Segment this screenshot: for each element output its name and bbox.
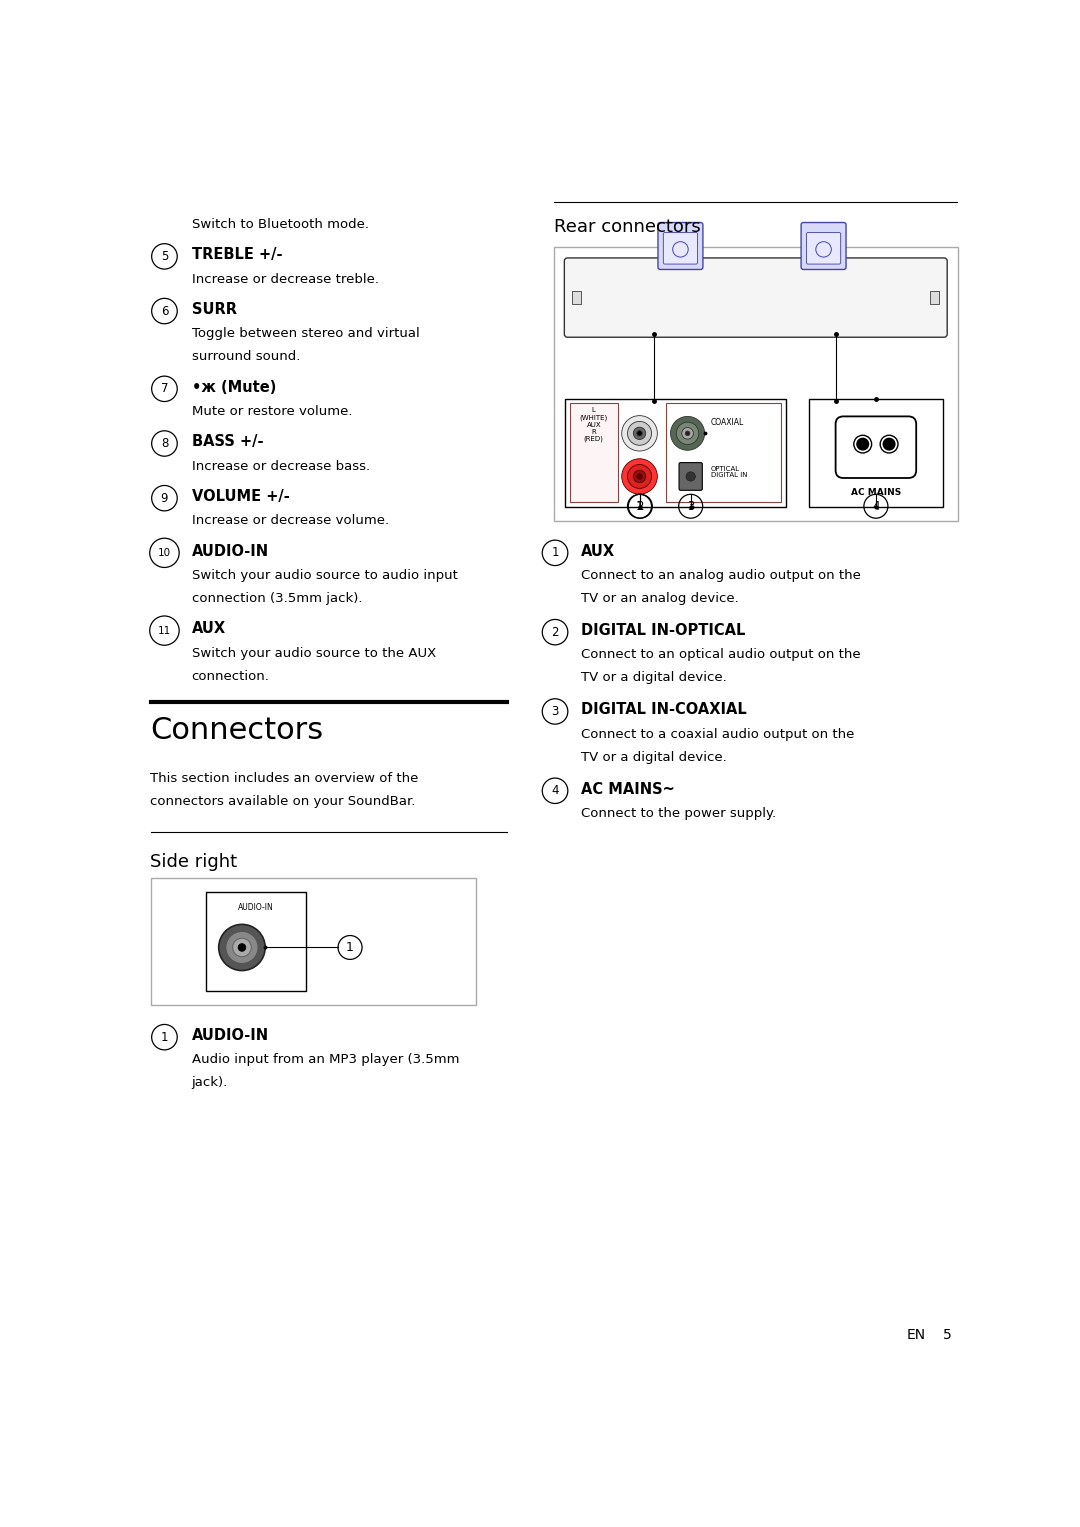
Text: Switch to Bluetooth mode.: Switch to Bluetooth mode. [191, 218, 368, 231]
Text: VOLUME +/-: VOLUME +/- [191, 489, 289, 504]
Text: 1: 1 [161, 1031, 168, 1043]
Text: AUX: AUX [581, 544, 616, 559]
FancyBboxPatch shape [663, 232, 698, 264]
FancyBboxPatch shape [565, 258, 947, 337]
Text: Audio input from an MP3 player (3.5mm: Audio input from an MP3 player (3.5mm [191, 1054, 459, 1066]
Text: Mute or restore volume.: Mute or restore volume. [191, 405, 352, 418]
Text: BASS +/-: BASS +/- [191, 434, 264, 449]
Text: TREBLE +/-: TREBLE +/- [191, 247, 282, 263]
Text: Increase or decrease bass.: Increase or decrease bass. [191, 460, 369, 473]
Text: Increase or decrease volume.: Increase or decrease volume. [191, 515, 389, 527]
Text: 1: 1 [551, 547, 558, 559]
Text: Switch your audio source to the AUX: Switch your audio source to the AUX [191, 647, 436, 660]
Text: 2: 2 [636, 499, 644, 513]
Text: TV or a digital device.: TV or a digital device. [581, 672, 727, 684]
Text: TV or an analog device.: TV or an analog device. [581, 592, 739, 605]
Text: EN: EN [906, 1328, 926, 1342]
Circle shape [671, 417, 704, 450]
Circle shape [883, 438, 895, 450]
Text: L
(WHITE)
AUX
R
(RED): L (WHITE) AUX R (RED) [580, 408, 608, 443]
Text: surround sound.: surround sound. [191, 350, 300, 363]
Circle shape [681, 428, 693, 440]
Text: 3: 3 [552, 705, 558, 718]
Circle shape [676, 421, 699, 444]
Text: 7: 7 [161, 382, 168, 395]
Bar [554, 247, 958, 521]
FancyBboxPatch shape [658, 223, 703, 269]
Text: AUDIO-IN: AUDIO-IN [191, 1028, 269, 1043]
Text: DIGITAL IN-OPTICAL: DIGITAL IN-OPTICAL [581, 623, 746, 638]
FancyBboxPatch shape [836, 417, 916, 478]
Circle shape [685, 431, 690, 435]
Text: AC MAINS~: AC MAINS~ [581, 782, 675, 797]
Circle shape [686, 472, 696, 481]
Circle shape [637, 473, 643, 479]
Text: 3: 3 [687, 499, 694, 513]
Text: Increase or decrease treble.: Increase or decrease treble. [191, 272, 379, 286]
Text: Connect to an optical audio output on the: Connect to an optical audio output on th… [581, 649, 861, 661]
Text: 1: 1 [346, 941, 354, 954]
Circle shape [627, 464, 651, 489]
Text: 4: 4 [551, 785, 558, 797]
Text: TV or a digital device.: TV or a digital device. [581, 751, 727, 764]
Text: Connectors: Connectors [150, 716, 324, 745]
Circle shape [622, 458, 658, 495]
Circle shape [637, 431, 643, 437]
Text: 2: 2 [551, 626, 558, 638]
Circle shape [854, 435, 872, 454]
Text: AUX: AUX [191, 621, 226, 637]
Text: AUDIO-IN: AUDIO-IN [191, 544, 269, 559]
Circle shape [622, 415, 658, 450]
Text: AC MAINS: AC MAINS [851, 487, 901, 496]
Circle shape [627, 421, 651, 446]
Text: DIGITAL IN-COAXIAL: DIGITAL IN-COAXIAL [581, 702, 747, 718]
Circle shape [880, 435, 897, 454]
Bar [572, 292, 581, 304]
Circle shape [633, 470, 646, 483]
Text: connection.: connection. [191, 670, 269, 683]
Bar [206, 892, 306, 991]
Circle shape [633, 428, 646, 440]
Bar [570, 403, 618, 502]
Circle shape [232, 938, 252, 957]
FancyBboxPatch shape [801, 223, 846, 269]
Text: jack).: jack). [191, 1077, 228, 1089]
Text: 1: 1 [636, 499, 644, 513]
Bar [565, 399, 786, 507]
Text: COAXIAL: COAXIAL [711, 418, 744, 428]
Circle shape [218, 924, 266, 971]
Text: Side right: Side right [150, 854, 238, 870]
Text: Connect to an analog audio output on the: Connect to an analog audio output on the [581, 570, 861, 582]
Text: 4: 4 [873, 499, 879, 513]
Text: SURR: SURR [191, 302, 237, 316]
Text: Switch your audio source to audio input: Switch your audio source to audio input [191, 570, 458, 582]
Bar [930, 292, 940, 304]
Text: connectors available on your SoundBar.: connectors available on your SoundBar. [150, 794, 416, 808]
Text: This section includes an overview of the: This section includes an overview of the [150, 771, 419, 785]
Text: Connect to a coaxial audio output on the: Connect to a coaxial audio output on the [581, 728, 854, 741]
Text: 5: 5 [943, 1328, 951, 1342]
Circle shape [238, 944, 246, 951]
Text: •ж (Mute): •ж (Mute) [191, 380, 276, 394]
Bar [809, 399, 943, 507]
FancyBboxPatch shape [807, 232, 840, 264]
Text: AUDIO-IN: AUDIO-IN [238, 902, 273, 912]
Text: 10: 10 [158, 548, 171, 557]
Text: connection (3.5mm jack).: connection (3.5mm jack). [191, 592, 362, 605]
Text: 6: 6 [161, 304, 168, 318]
Text: Toggle between stereo and virtual: Toggle between stereo and virtual [191, 327, 419, 341]
Text: Connect to the power supply.: Connect to the power supply. [581, 806, 777, 820]
Text: OPTICAL
DIGITAL IN: OPTICAL DIGITAL IN [711, 466, 747, 478]
Circle shape [226, 931, 258, 964]
Circle shape [856, 438, 868, 450]
FancyBboxPatch shape [679, 463, 702, 490]
Text: 5: 5 [161, 250, 168, 263]
Bar [666, 403, 781, 502]
Text: 9: 9 [161, 492, 168, 504]
Text: Rear connectors: Rear connectors [554, 218, 700, 235]
Text: 11: 11 [158, 626, 171, 635]
Bar [150, 878, 476, 1005]
Text: 8: 8 [161, 437, 168, 450]
